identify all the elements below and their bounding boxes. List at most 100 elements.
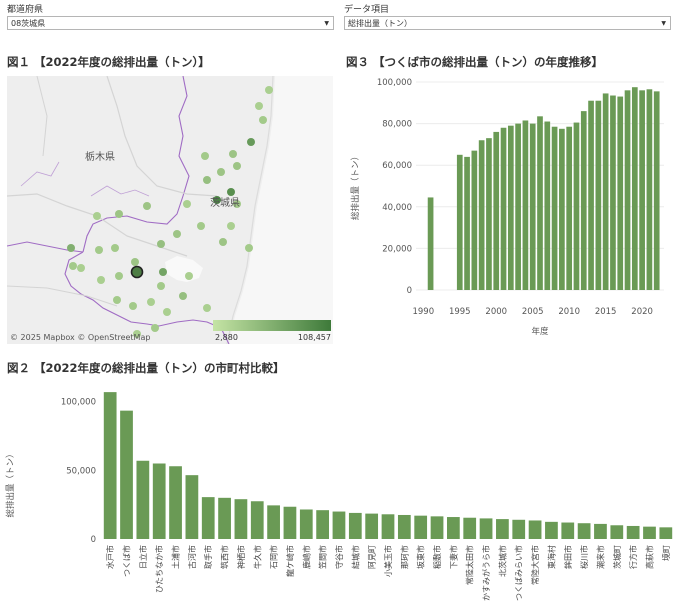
fig3-bar[interactable] <box>478 140 485 290</box>
map-dot[interactable] <box>183 200 191 208</box>
fig3-bar[interactable] <box>456 154 463 290</box>
fig2-bar[interactable] <box>528 520 542 539</box>
map-dot[interactable] <box>129 302 137 310</box>
fig2-bar[interactable] <box>446 517 460 539</box>
fig2-bar[interactable] <box>512 519 526 539</box>
fig2-bar[interactable] <box>545 521 558 539</box>
map-dot[interactable] <box>203 304 211 312</box>
fig2-bar[interactable] <box>381 514 395 539</box>
fig2-bar[interactable] <box>561 522 575 539</box>
fig3-bar[interactable] <box>610 95 616 290</box>
map-canvas[interactable] <box>7 76 333 344</box>
map-dot[interactable] <box>227 222 235 230</box>
fig2-bar[interactable] <box>169 466 182 539</box>
map-dot[interactable] <box>115 272 123 280</box>
fig3-bar[interactable] <box>580 111 587 290</box>
fig3-bar[interactable] <box>639 90 645 290</box>
fig2-bar[interactable] <box>463 517 477 539</box>
fig2-bar[interactable] <box>103 392 117 539</box>
fig3-bar[interactable] <box>529 123 536 290</box>
map-dot[interactable] <box>163 308 171 316</box>
map-dot[interactable] <box>265 86 273 94</box>
fig2-bar[interactable] <box>152 463 166 540</box>
fig3-bar[interactable] <box>544 121 551 290</box>
map-dot[interactable] <box>77 264 85 272</box>
map-dot[interactable] <box>245 244 253 252</box>
item-select[interactable]: 総排出量（トン） ▼ <box>344 16 671 30</box>
map-dot[interactable] <box>157 282 165 290</box>
fig2-bar[interactable] <box>201 497 215 539</box>
fig2-bar[interactable] <box>643 526 656 539</box>
map-dot[interactable] <box>255 102 263 110</box>
prefecture-select[interactable]: 08茨城県 ▼ <box>7 16 334 30</box>
map-dot[interactable] <box>233 200 241 208</box>
fig2-bar[interactable] <box>185 475 199 539</box>
fig2-bar[interactable] <box>267 505 280 539</box>
map-dot[interactable] <box>217 168 225 176</box>
map-dot[interactable] <box>219 238 227 246</box>
fig2-bar[interactable] <box>250 501 264 539</box>
fig2-bar[interactable] <box>299 509 313 539</box>
fig2-bar[interactable] <box>397 514 411 539</box>
map-dot[interactable] <box>111 244 119 252</box>
map-dot[interactable] <box>259 116 267 124</box>
map-dot[interactable] <box>203 176 211 184</box>
map-dot[interactable] <box>133 330 141 338</box>
map-dot[interactable] <box>159 268 167 276</box>
map-dot[interactable] <box>151 324 159 332</box>
fig3-bar[interactable] <box>537 116 543 290</box>
fig2-bar[interactable] <box>577 523 591 539</box>
fig2-bar[interactable] <box>283 506 297 539</box>
fig2-bar[interactable] <box>365 513 379 539</box>
fig2-bar[interactable] <box>594 523 607 539</box>
map-dot[interactable] <box>247 138 255 146</box>
fig2-bar[interactable] <box>218 497 231 539</box>
map-dot[interactable] <box>157 240 165 248</box>
map-dot[interactable] <box>97 276 105 284</box>
map-dot-selected[interactable] <box>130 265 144 279</box>
fig3-bar[interactable] <box>617 96 624 290</box>
fig2-bar[interactable] <box>626 525 640 539</box>
map-dot[interactable] <box>67 244 75 252</box>
map-dot[interactable] <box>113 296 121 304</box>
map-dot[interactable] <box>197 222 205 230</box>
fig3-bar[interactable] <box>588 100 594 290</box>
fig2-bar[interactable] <box>430 516 444 539</box>
map-dot[interactable] <box>131 258 139 266</box>
map-dot[interactable] <box>69 262 77 270</box>
fig2-bar[interactable] <box>332 511 346 539</box>
fig3-bar[interactable] <box>507 125 514 291</box>
map-dot[interactable] <box>173 230 181 238</box>
fig3-bar[interactable] <box>464 156 470 290</box>
fig3-bar[interactable] <box>631 87 638 290</box>
fig3-bar[interactable] <box>602 93 609 290</box>
map-dot[interactable] <box>95 246 103 254</box>
map-dot[interactable] <box>115 210 123 218</box>
fig2-bar[interactable] <box>496 519 509 539</box>
map-dot[interactable] <box>201 152 209 160</box>
fig3-bar[interactable] <box>595 100 602 290</box>
fig2-bar[interactable] <box>479 518 493 539</box>
map-dot[interactable] <box>233 162 241 170</box>
fig3-bar[interactable] <box>573 122 580 290</box>
map-dot[interactable] <box>93 212 101 220</box>
map-dot[interactable] <box>147 298 155 306</box>
fig3-bar[interactable] <box>471 150 478 290</box>
fig3-bar[interactable] <box>653 91 660 290</box>
fig2-chart[interactable]: 0 50,000 100,000 水戸市 つくば市 日立市 ひたちなか市 土浦市 古河市 取手市筑… <box>0 374 676 614</box>
fig3-bar[interactable] <box>624 90 631 290</box>
fig3-bar[interactable] <box>522 120 529 290</box>
map-dot[interactable] <box>227 188 235 196</box>
fig3-bar[interactable] <box>500 127 507 290</box>
fig3-bar[interactable] <box>646 89 653 290</box>
fig2-bar[interactable] <box>414 515 428 539</box>
fig3-chart[interactable]: 0 20,000 40,000 60,000 80,000 100,000 1990 1995… <box>346 70 676 346</box>
fig3-bar[interactable] <box>427 197 434 290</box>
fig2-bar[interactable] <box>234 499 248 539</box>
map-dot[interactable] <box>185 272 193 280</box>
fig2-bar[interactable] <box>316 510 330 539</box>
fig3-bar[interactable] <box>566 126 573 290</box>
map-dot[interactable] <box>213 196 221 204</box>
map-dot[interactable] <box>179 292 187 300</box>
map-dot[interactable] <box>143 202 151 210</box>
